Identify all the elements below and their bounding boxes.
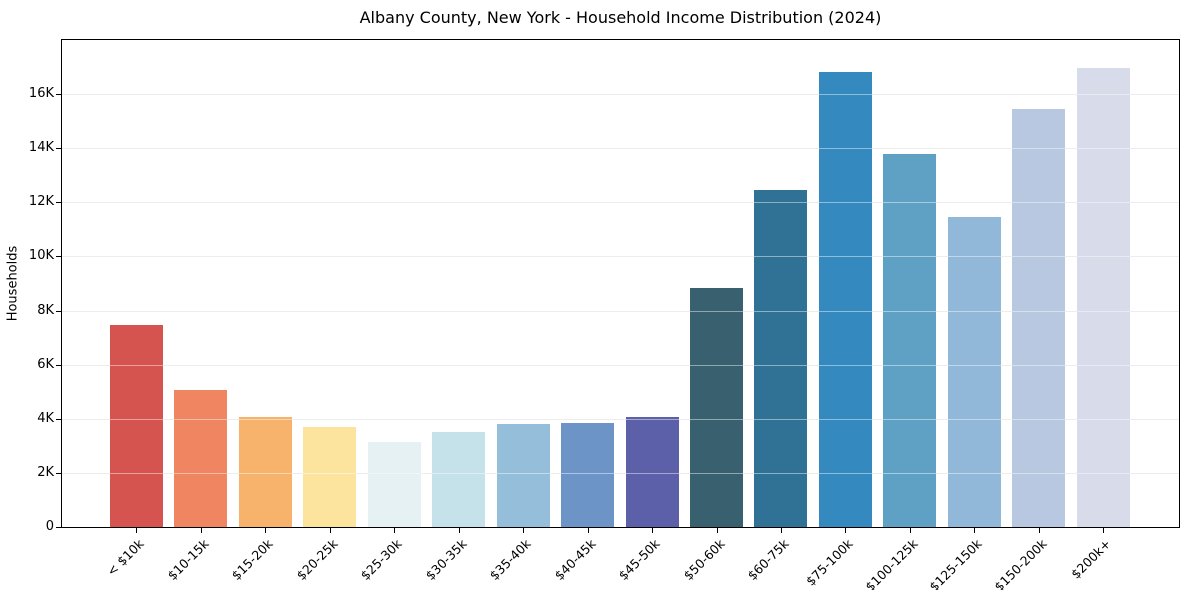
- gridline: [62, 364, 1179, 366]
- x-tick-mark: [200, 528, 202, 533]
- x-tick-mark: [458, 528, 460, 533]
- gridline: [62, 472, 1179, 474]
- bar-3: [238, 417, 292, 527]
- gridline-overlay: [62, 148, 1179, 150]
- bar-15: [1012, 109, 1066, 527]
- bar-6: [432, 432, 486, 527]
- gridline-overlay: [62, 472, 1179, 474]
- y-tick-label: 4K: [37, 410, 54, 426]
- gridline: [62, 94, 1179, 96]
- gridline-overlay: [62, 202, 1179, 204]
- x-tick-mark: [329, 528, 331, 533]
- gridline-overlay: [62, 364, 1179, 366]
- plot-area: [61, 39, 1180, 528]
- x-tick-mark: [587, 528, 589, 533]
- y-tick-label: 12K: [28, 194, 54, 210]
- y-tick-mark: [56, 256, 61, 258]
- y-tick-mark: [56, 310, 61, 312]
- y-tick-label: 16K: [28, 86, 54, 102]
- x-tick-mark: [909, 528, 911, 533]
- y-axis-label: Households: [5, 245, 21, 322]
- x-tick-mark: [652, 528, 654, 533]
- bar-5: [367, 441, 421, 527]
- bar-13: [883, 153, 937, 527]
- bar-12: [818, 72, 872, 527]
- bar-2: [174, 390, 228, 527]
- y-tick-label: 0: [45, 519, 54, 534]
- x-tick-mark: [136, 528, 138, 533]
- x-tick-mark: [523, 528, 525, 533]
- y-tick-mark: [56, 202, 61, 204]
- gridline: [62, 310, 1179, 312]
- bar-1: [109, 325, 163, 527]
- y-tick-mark: [56, 418, 61, 420]
- bar-7: [496, 424, 550, 527]
- y-tick-label: 8K: [37, 302, 54, 318]
- gridline-overlay: [62, 418, 1179, 420]
- bar-11: [754, 190, 808, 527]
- x-tick-mark: [1038, 528, 1040, 533]
- x-tick-mark: [394, 528, 396, 533]
- y-tick-mark: [56, 148, 61, 150]
- y-tick-mark: [56, 364, 61, 366]
- bar-14: [947, 217, 1001, 527]
- y-tick-label: 10K: [28, 248, 54, 264]
- y-tick-mark: [56, 472, 61, 474]
- bar-9: [625, 417, 679, 527]
- gridline: [62, 148, 1179, 150]
- gridline: [62, 256, 1179, 258]
- gridline: [62, 202, 1179, 204]
- x-tick-mark: [716, 528, 718, 533]
- y-tick-mark: [56, 527, 61, 528]
- x-tick-label: < $10k: [104, 536, 148, 579]
- gridline: [62, 418, 1179, 420]
- y-tick-label: 2K: [37, 464, 54, 480]
- bar-4: [303, 426, 357, 527]
- bar-8: [561, 422, 615, 527]
- bar-10: [690, 287, 744, 527]
- chart-title: Albany County, New York - Household Inco…: [359, 8, 882, 27]
- x-tick-mark: [845, 528, 847, 533]
- x-tick-mark: [265, 528, 267, 533]
- x-tick-mark: [1103, 528, 1105, 533]
- y-tick-label: 14K: [28, 140, 54, 156]
- bar-16: [1076, 68, 1130, 527]
- y-tick-label: 6K: [37, 356, 54, 372]
- gridline-overlay: [62, 256, 1179, 258]
- gridline-overlay: [62, 310, 1179, 312]
- y-tick-mark: [56, 94, 61, 96]
- gridline-overlay: [62, 94, 1179, 96]
- x-tick-mark: [780, 528, 782, 533]
- x-tick-mark: [974, 528, 976, 533]
